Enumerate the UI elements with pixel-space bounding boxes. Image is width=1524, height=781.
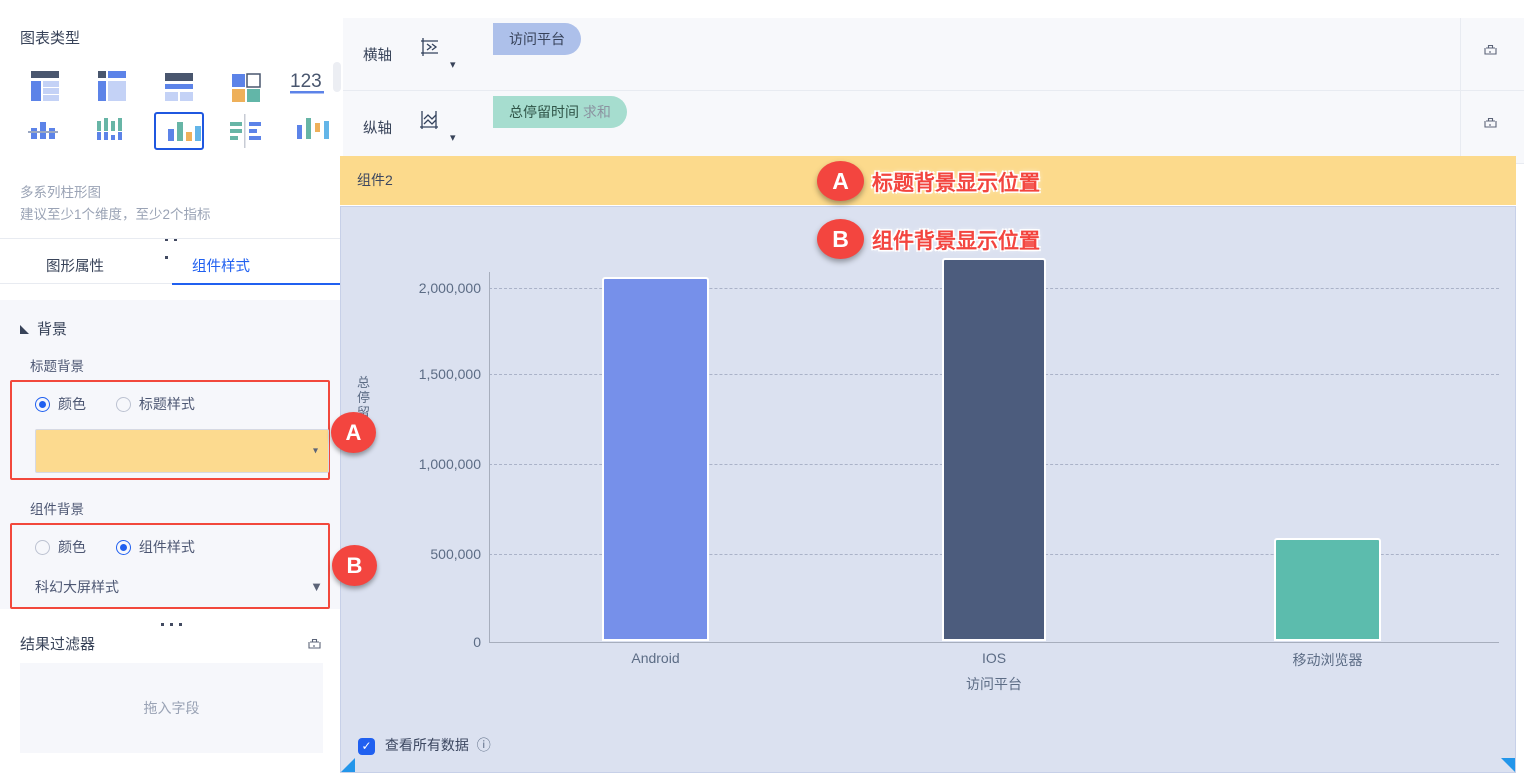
svg-text:123: 123 xyxy=(290,71,322,92)
